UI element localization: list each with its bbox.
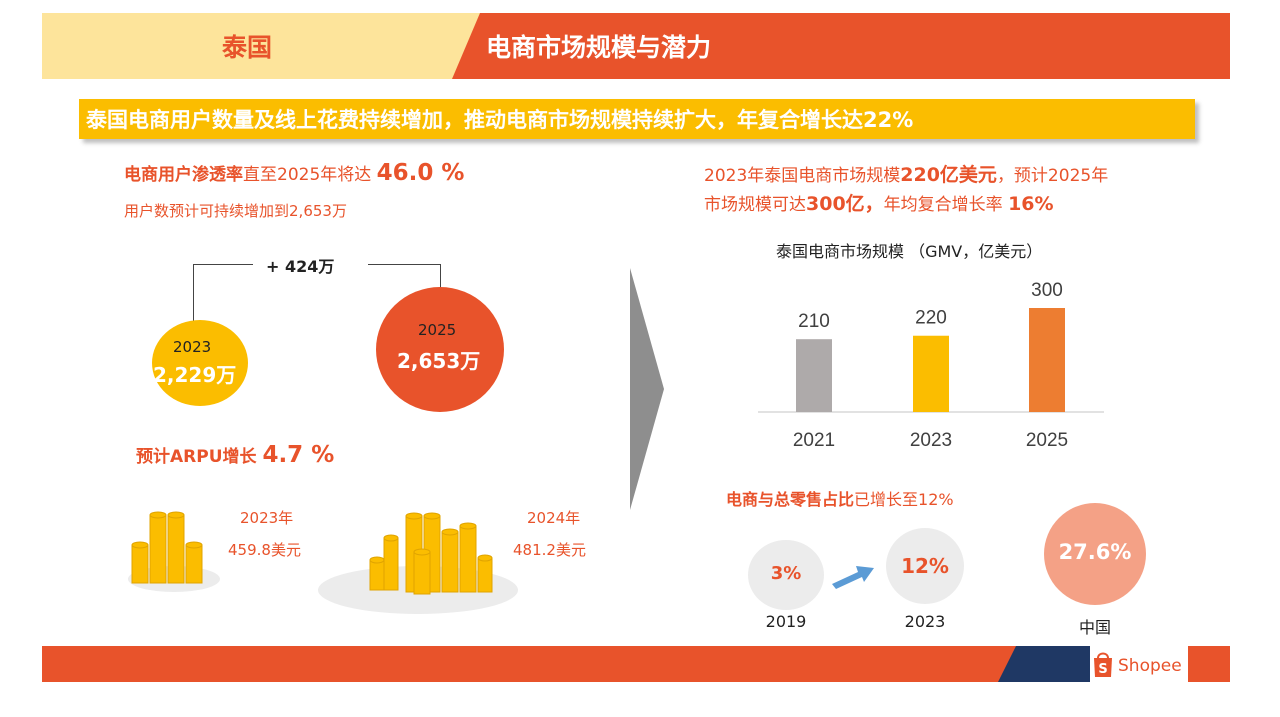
retail-share-bold: 电商与总零售占比: [726, 490, 855, 509]
shopee-bag-icon: S: [1094, 652, 1112, 677]
chart-bar-2025: [1029, 308, 1065, 412]
market-line1-b: 220亿美元: [900, 164, 997, 186]
arpu-text: 预计ARPU增长 4.7 %: [136, 442, 334, 468]
arpu-2023-year: 2023年: [240, 509, 294, 527]
share-2019-circle: [748, 540, 824, 610]
chart-bar-2023: [913, 335, 949, 412]
chart-category-label-2021: 2021: [793, 430, 835, 451]
country-title: 泰国: [222, 33, 273, 62]
market-line2-c: 年均复合增长率: [883, 195, 1003, 215]
chart-category-label-2023: 2023: [910, 430, 952, 451]
share-2023-year: 2023: [904, 612, 946, 631]
coin-stack-large-icon: [318, 512, 518, 614]
chart-title: 泰国电商市场规模 （GMV，亿美元）: [776, 242, 1043, 261]
chart-bar-2021: [796, 339, 832, 412]
chart-value-label-2021: 210: [798, 311, 830, 332]
share-china-value: 27.6%: [1058, 540, 1132, 564]
share-china-label: 中国: [1078, 618, 1111, 637]
market-size-line-1: 2023年泰国电商市场规模220亿美元，预计2025年: [704, 160, 1108, 187]
penetration-label-rest: 直至2025年将达: [243, 165, 372, 185]
user-growth-label: + 424万: [266, 257, 335, 276]
connector-left-horizontal: [193, 264, 253, 265]
arpu-2023-value: 459.8美元: [228, 541, 301, 559]
penetration-value: 46.0 %: [376, 160, 465, 186]
market-size-line-2: 市场规模可达300亿，年均复合增长率 16%: [704, 189, 1054, 216]
users-2023-circle: [152, 320, 248, 406]
users-2023-value: 2,229万: [153, 363, 237, 387]
arpu-value: 4.7 %: [262, 442, 335, 468]
shopee-logo-text: Shopee: [1118, 656, 1182, 676]
chart-category-label-2025: 2025: [1026, 430, 1068, 451]
share-2019-year: 2019: [765, 612, 807, 631]
arpu-2024-year: 2024年: [527, 509, 581, 527]
share-2023-value: 12%: [901, 554, 949, 578]
svg-text:S: S: [1098, 662, 1107, 677]
summary-banner-text: 泰国电商用户数量及线上花费持续增加，推动电商市场规模持续扩大，年复合增长达22%: [86, 108, 914, 132]
retail-share-text: 电商与总零售占比已增长至12%: [726, 486, 954, 510]
arpu-label: 预计ARPU增长: [136, 447, 257, 467]
arpu-2024-value: 481.2美元: [513, 541, 586, 559]
penetration-text: 电商用户渗透率直至2025年将达 46.0 %: [124, 160, 464, 186]
header-left-panel: [42, 13, 522, 79]
market-line2-b: 300亿，: [806, 193, 884, 215]
increase-arrow-icon: [832, 566, 874, 589]
penetration-label-bold: 电商用户渗透率: [124, 165, 243, 185]
connector-left-vertical: [193, 264, 194, 330]
retail-share-rest: 已增长至12%: [854, 490, 954, 509]
chart-value-label-2025: 300: [1031, 280, 1063, 301]
share-2019-value: 3%: [770, 563, 802, 584]
coin-stack-small-icon: [128, 511, 220, 592]
connector-right-vertical: [440, 264, 441, 288]
market-line1-a: 2023年泰国电商市场规模: [704, 166, 901, 186]
divider-arrow-icon: [630, 268, 664, 510]
users-2025-circle: [376, 287, 504, 412]
page-title: 电商市场规模与潜力: [486, 33, 712, 62]
users-2023-year: 2023: [173, 338, 212, 356]
chart-value-label-2023: 220: [915, 308, 947, 329]
market-line2-d: 16%: [1008, 193, 1054, 215]
users-note: 用户数预计可持续增加到2,653万: [124, 202, 347, 220]
summary-banner: [79, 99, 1195, 139]
connector-right-horizontal: [368, 264, 440, 265]
share-2023-circle: [886, 528, 964, 604]
users-2025-value: 2,653万: [397, 349, 481, 373]
market-line1-c: ，预计2025年: [996, 166, 1109, 186]
share-china-circle: [1044, 503, 1146, 605]
market-line2-a: 市场规模可达: [704, 195, 806, 215]
gmv-bar-chart: 210 2021 220 2023 300 2025: [758, 280, 1104, 451]
users-2025-year: 2025: [418, 321, 457, 339]
